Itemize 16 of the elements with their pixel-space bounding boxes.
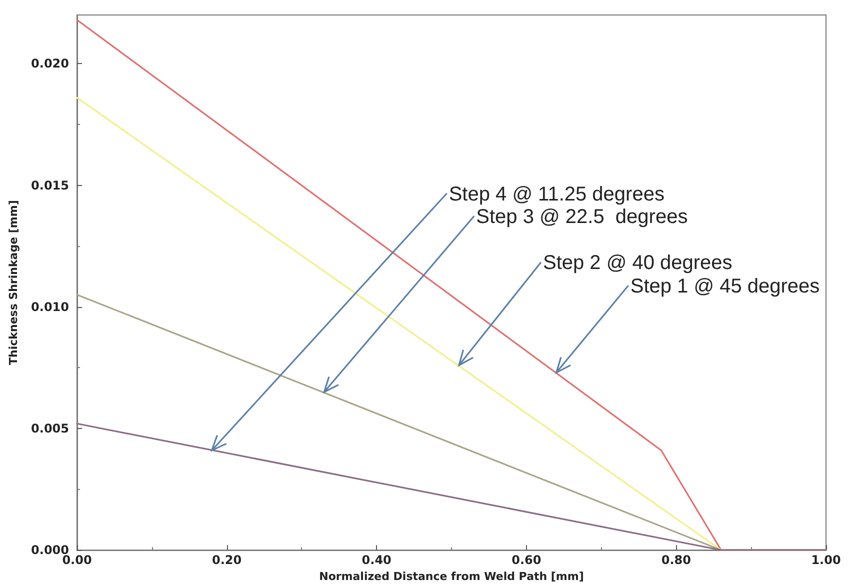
annotation: Step 4 @ 11.25 degrees (448, 183, 664, 206)
annotation: Step 3 @ 22.5 degrees (476, 206, 688, 228)
annotation: Step 1 @ 45 degrees (630, 276, 820, 298)
x-axis-title: Normalized Distance from Weld Path [mm] (319, 570, 584, 583)
y-tick-label: 0.010 (31, 300, 69, 314)
y-tick-label: 0.020 (31, 56, 69, 71)
x-tick-label: 0.00 (62, 553, 92, 568)
y-tick-label: 0.005 (31, 421, 69, 436)
annotation: Step 2 @ 40 degrees (542, 252, 732, 274)
y-axis-title: Thickness Shrinkage [mm] (7, 200, 20, 365)
x-tick-label: 1.00 (811, 553, 841, 568)
x-tick-label: 0.60 (512, 553, 542, 568)
y-tick-label: 0.015 (31, 178, 69, 192)
x-tick-label: 0.20 (212, 553, 242, 568)
x-tick-label: 0.40 (362, 553, 392, 568)
x-tick-label: 0.80 (661, 553, 692, 568)
